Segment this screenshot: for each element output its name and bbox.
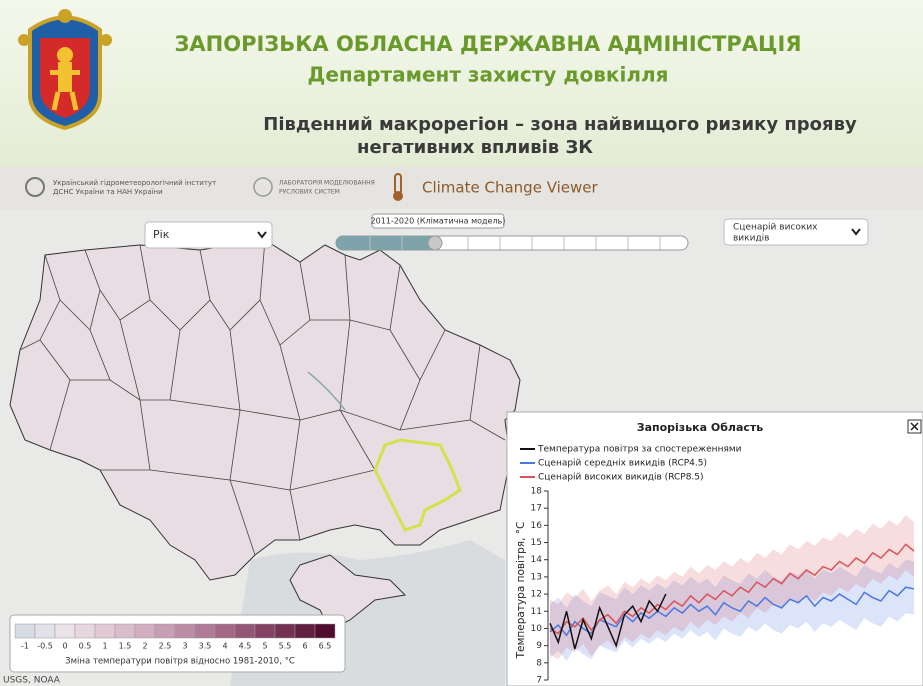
colorbar-cell xyxy=(154,623,176,639)
legend-label: Сценарій середніх викидів (RCP4.5) xyxy=(538,459,707,469)
colorbar-tick-label: 4 xyxy=(222,642,227,651)
colorbar-tick-label: 1 xyxy=(102,642,107,651)
select-label: викидів xyxy=(733,234,769,244)
colorbar-cell xyxy=(214,623,236,639)
colorbar-cell xyxy=(314,623,336,639)
colorbar-cell xyxy=(294,623,316,639)
chart-popup xyxy=(506,411,923,686)
heading: негативних впливів ЗК xyxy=(357,137,593,158)
colorbar-tick-label: 2.5 xyxy=(159,642,172,651)
y-tick-label: 12 xyxy=(531,590,542,600)
select-label: Рік xyxy=(153,228,170,241)
oblast-borders xyxy=(19,239,506,556)
colorbar-cell xyxy=(114,623,136,639)
series-line xyxy=(549,593,667,650)
series-line xyxy=(549,543,915,635)
colorbar-tick-label: 1.5 xyxy=(119,642,132,651)
legend-label: Сценарій високих викидів (RCP8.5) xyxy=(538,473,704,483)
colorbar-tick-label: 2 xyxy=(142,642,147,651)
colorbar-cell xyxy=(274,623,296,639)
org-logo xyxy=(25,177,45,197)
y-tick-label: 13 xyxy=(531,572,542,582)
colorbar-cell xyxy=(254,623,276,639)
scenario-select[interactable]: Сценарій високих викидів xyxy=(723,218,869,246)
lab-name: ЛАБОРАТОРІЯ МОДЕЛЮВАННЯ xyxy=(279,180,375,187)
colorbar-cell xyxy=(174,623,196,639)
colorbar-tick-label: 5.5 xyxy=(279,642,292,651)
y-axis-label: Температура повітря, °C xyxy=(515,522,527,660)
colorbar-cell xyxy=(14,623,36,639)
uncertainty-band xyxy=(550,515,914,660)
lab-logo xyxy=(253,177,273,197)
org-name: ДСНС України та НАН України xyxy=(53,188,163,196)
crimea xyxy=(289,554,407,631)
series-line xyxy=(549,586,915,637)
colorbar-tick-label: -0.5 xyxy=(37,642,53,651)
legend-title: Зміна температури повітря відносно 1981-… xyxy=(65,657,295,667)
header-bg xyxy=(0,0,923,166)
toolbar xyxy=(0,166,923,209)
period-select[interactable]: Рік xyxy=(144,221,273,249)
colorbar-tick-label: 5 xyxy=(262,642,267,651)
org-name: Український гідрометеорологічний інститу… xyxy=(53,179,216,187)
colorbar-tick-label: 3.5 xyxy=(199,642,212,651)
y-tick-label: 11 xyxy=(531,607,542,617)
colorbar-tick-label: 6 xyxy=(302,642,307,651)
colorbar-tick-label: 4.5 xyxy=(239,642,252,651)
colorbar-tick-label: 0.5 xyxy=(79,642,92,651)
colorbar-cell xyxy=(234,623,256,639)
colorbar-tick-label: 0 xyxy=(62,642,67,651)
lab-name: РУСЛОВИХ СИСТЕМ xyxy=(279,189,340,196)
colorbar-cell xyxy=(134,623,156,639)
y-tick-label: 9 xyxy=(536,641,542,651)
select-label: Сценарій високих xyxy=(733,223,818,233)
y-tick-label: 14 xyxy=(531,555,543,565)
y-tick-label: 16 xyxy=(531,521,543,531)
slider-label: 2011-2020 (Кліматична модель) xyxy=(371,217,506,226)
selected-region[interactable] xyxy=(373,438,462,532)
y-tick-label: 10 xyxy=(531,624,543,634)
colorbar-cell xyxy=(94,623,116,639)
slider-label-box xyxy=(371,213,505,229)
app-title: Climate Change Viewer xyxy=(422,179,599,197)
y-tick-label: 7 xyxy=(536,676,542,686)
colorbar-cell xyxy=(54,623,76,639)
header-subtitle: Департамент захисту довкілля xyxy=(308,63,669,87)
colorbar-cell xyxy=(74,623,96,639)
colorbar-tick-label: -1 xyxy=(21,642,29,651)
colorbar-tick-label: 6.5 xyxy=(319,642,332,651)
uncertainty-band xyxy=(550,559,914,662)
colorbar-cell xyxy=(34,623,56,639)
y-tick-label: 8 xyxy=(536,658,542,668)
legend-label: Температура повітря за спостереженнями xyxy=(537,445,742,455)
coat-of-arms xyxy=(18,9,112,131)
y-tick-label: 15 xyxy=(531,538,542,548)
attribution: USGS, NOAA xyxy=(3,676,61,686)
close-button[interactable] xyxy=(907,419,922,434)
y-tick-label: 17 xyxy=(531,504,542,514)
colorbar-tick-label: 3 xyxy=(182,642,187,651)
colorbar-cell xyxy=(194,623,216,639)
app-icon xyxy=(393,191,403,201)
heading: Південний макрорегіон – зона найвищого р… xyxy=(263,114,857,135)
time-slider[interactable] xyxy=(335,235,689,251)
chart-title: Запорізька Область xyxy=(637,421,764,434)
header-title: ЗАПОРІЗЬКА ОБЛАСНА ДЕРЖАВНА АДМІНІСТРАЦІ… xyxy=(174,32,801,56)
y-tick-label: 18 xyxy=(531,487,543,497)
